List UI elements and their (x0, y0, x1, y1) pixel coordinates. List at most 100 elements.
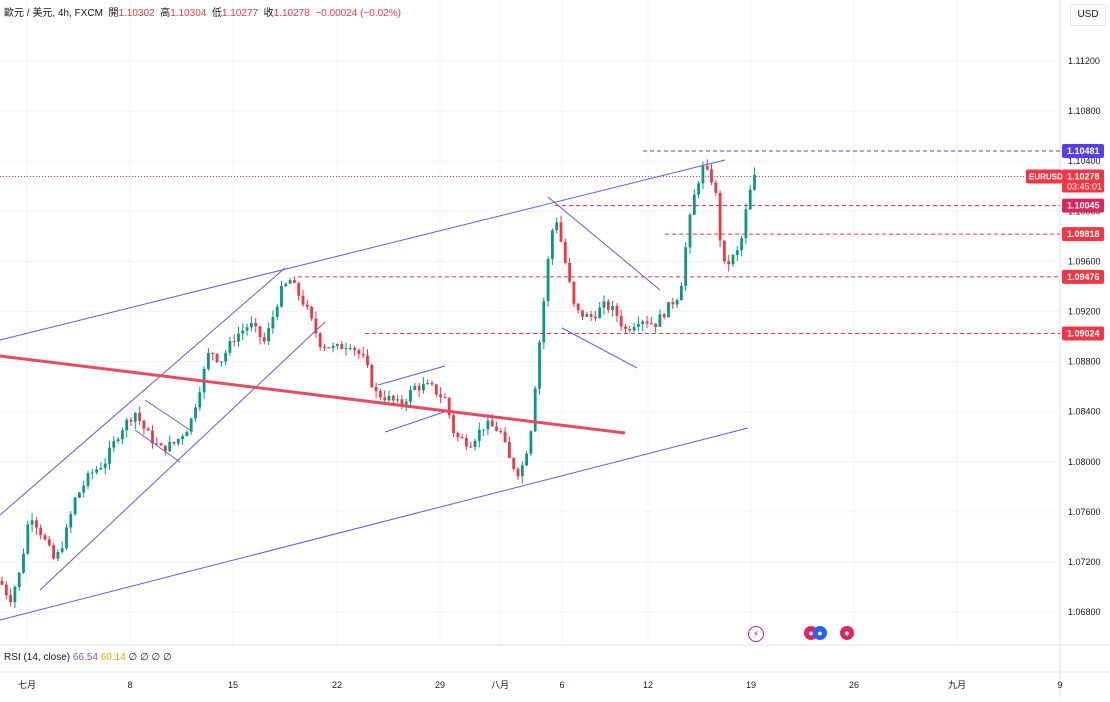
low-label: 低 (211, 8, 222, 19)
close-value: 1.10278 (273, 8, 310, 19)
rsi-legend[interactable]: RSI (14, close) 66.54 60.14 ∅ ∅ ∅ ∅ (4, 652, 172, 663)
candle-body (542, 301, 546, 343)
time-tick-label: 9 (1057, 680, 1062, 690)
current-price-bg (1062, 169, 1104, 193)
price-tick-label: 1.08800 (1068, 357, 1101, 367)
candle-body (47, 539, 51, 546)
candle-body (318, 333, 322, 348)
candle-body (551, 230, 554, 259)
eu-flag-event-icon[interactable]: ● (813, 626, 827, 640)
candle-body (576, 303, 580, 311)
candle-body (95, 469, 98, 473)
candle-body (90, 472, 94, 474)
candle-body (314, 318, 318, 334)
candle-body (176, 438, 180, 444)
candle-body (207, 352, 210, 369)
candle-body (13, 586, 17, 603)
candle-body (241, 330, 245, 334)
price-tick-label: 1.06800 (1068, 607, 1101, 617)
symbol-tag-bg (1026, 169, 1062, 184)
candle-body (753, 174, 756, 190)
lightning-event-icon[interactable]: ⚡ (748, 626, 764, 642)
flag-line-3 (377, 365, 446, 386)
candle-body (297, 282, 301, 296)
time-tick-label: 8 (127, 680, 132, 690)
candle-body (460, 437, 464, 439)
candle-body (404, 401, 408, 405)
candle-body (508, 441, 511, 459)
candle-body (142, 420, 146, 429)
candle-body (705, 165, 709, 170)
candle-body (52, 545, 55, 559)
candle-body (490, 420, 494, 427)
candle-body (456, 433, 460, 438)
candle-body (563, 241, 567, 263)
candle-body (602, 301, 606, 308)
candle-body (525, 453, 528, 466)
countdown-label: 03:45:01 (1067, 181, 1102, 191)
candle-body (271, 316, 275, 329)
candle-body (559, 222, 563, 242)
candle-body (439, 394, 442, 398)
candle-body (465, 438, 468, 447)
candle-body (116, 439, 120, 441)
high-value: 1.10304 (170, 8, 207, 19)
time-tick-label: 6 (559, 680, 564, 690)
candle-body (366, 355, 369, 365)
candle-body (0, 580, 4, 585)
channel-lower-line (0, 427, 749, 621)
time-tick-label: 七月 (18, 680, 36, 690)
candle-body (723, 240, 726, 262)
candle-body (572, 281, 576, 304)
candle-body (357, 350, 361, 355)
candle-body (667, 302, 670, 318)
candle-body (735, 250, 739, 256)
price-label: 1.09476 (1067, 272, 1100, 282)
candle-body (477, 429, 481, 441)
candle-body (138, 412, 141, 421)
candle-body (370, 364, 374, 388)
currency-button[interactable]: USD (1070, 4, 1106, 26)
symbol-tag: EURUSD (1029, 172, 1063, 181)
symbol-legend: 歐元 / 美元, 4h, FXCM 開1.10302 高1.10304 低1.1… (4, 4, 401, 19)
candle-body (426, 383, 430, 385)
price-label: 1.10481 (1067, 146, 1100, 156)
price-tick-label: 1.07600 (1068, 507, 1101, 517)
rsi-label: RSI (14, close) (4, 652, 71, 663)
candle-body (340, 344, 344, 350)
change-value: −0.00024 (−0.02%) (315, 8, 401, 19)
candle-body (701, 165, 705, 184)
channel-upper-line (0, 159, 726, 341)
candle-body (516, 468, 520, 477)
symbol-name[interactable]: 歐元 / 美元, 4h, FXCM (4, 8, 103, 19)
rising-channel-lower (39, 321, 326, 591)
candle-body (619, 315, 623, 327)
us-flag-event-icon-2[interactable]: ● (840, 626, 854, 640)
candle-body (434, 384, 438, 395)
price-tick-label: 1.08400 (1068, 407, 1101, 417)
candle-body (301, 295, 305, 305)
time-tick-label: 29 (435, 680, 445, 690)
candle-body (258, 326, 262, 338)
candle-body (740, 238, 743, 251)
candle-body (232, 340, 236, 342)
candle-body (164, 445, 167, 452)
candle-body (121, 430, 124, 440)
candle-body (336, 344, 339, 346)
candle-body (293, 280, 296, 283)
candle-body (86, 473, 90, 486)
candle-body (482, 429, 485, 431)
candle-body (245, 327, 249, 331)
candle-body (396, 399, 399, 401)
price-label: 1.10045 (1067, 201, 1100, 211)
candle-body (624, 326, 627, 329)
candle-body (78, 492, 81, 498)
candle-body (305, 304, 309, 307)
time-tick-label: 12 (643, 680, 653, 690)
candle-body (146, 428, 150, 431)
candle-body (112, 440, 116, 448)
candle-body (65, 527, 68, 549)
price-label: 1.09024 (1067, 329, 1100, 339)
